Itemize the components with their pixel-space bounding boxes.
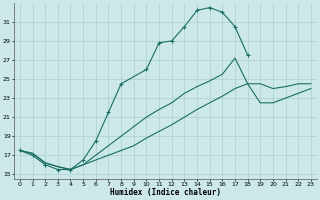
X-axis label: Humidex (Indice chaleur): Humidex (Indice chaleur) xyxy=(110,188,221,197)
